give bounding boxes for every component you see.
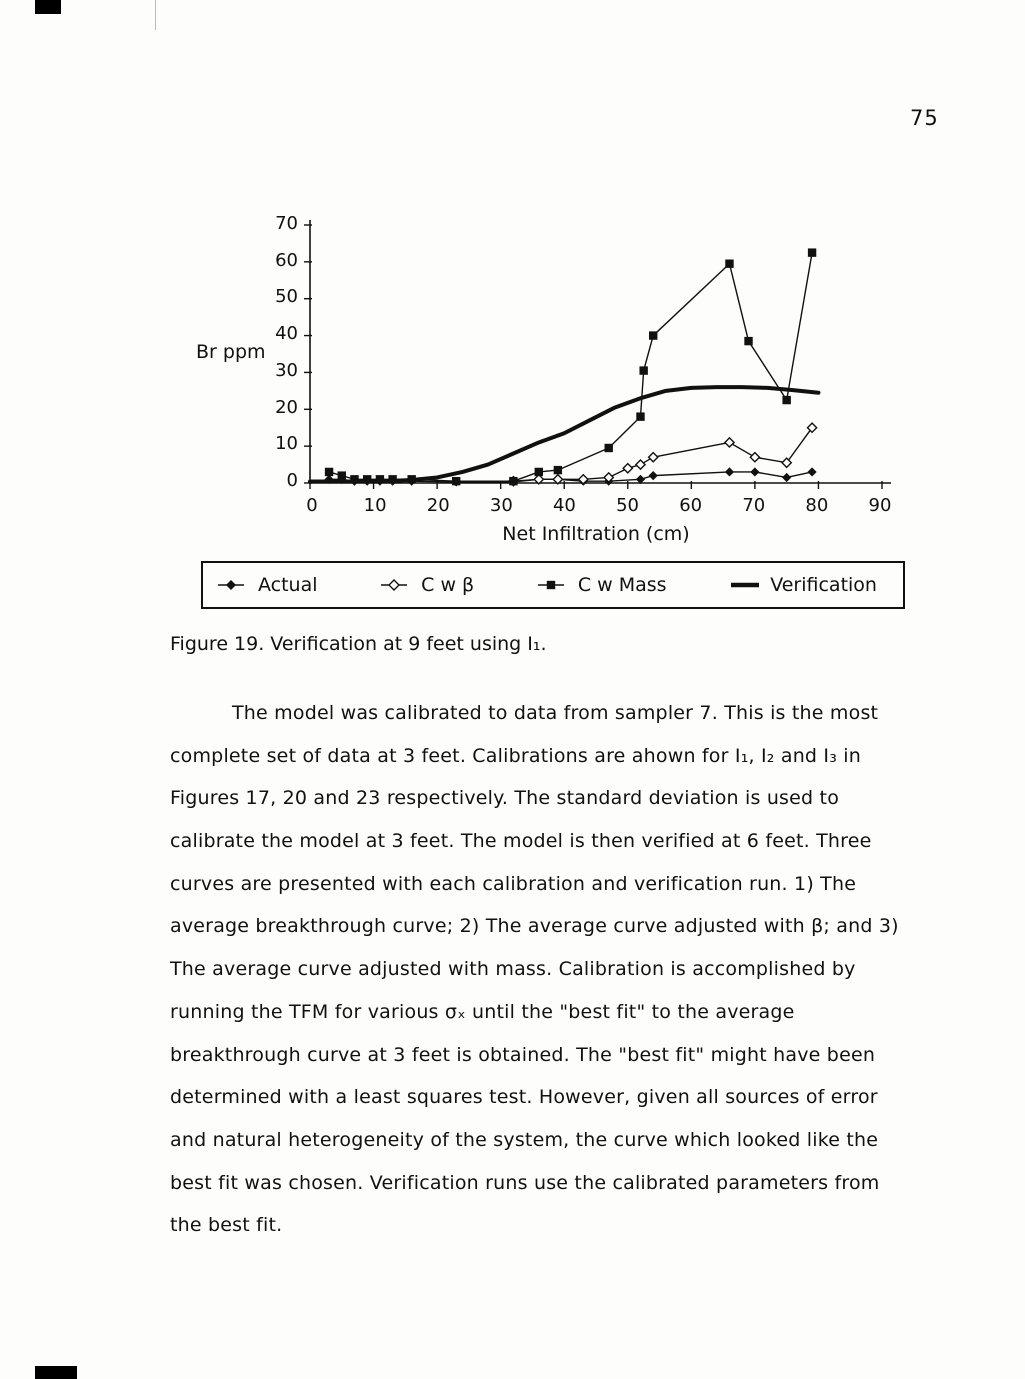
text-line: the best fit. — [170, 1214, 283, 1237]
legend-label: Actual — [258, 574, 318, 596]
text-line: determined with a least squares test. Ho… — [170, 1086, 878, 1109]
text-line: calibrate the model at 3 feet. The model… — [170, 830, 872, 853]
y-tick-label: 20 — [275, 396, 298, 418]
figure-caption: Figure 19. Verification at 9 feet using … — [170, 633, 547, 655]
y-tick-label: 30 — [275, 359, 298, 381]
legend-item-verification: Verification — [729, 574, 877, 596]
x-tick-label: 80 — [805, 495, 829, 516]
x-tick-label: 0 — [306, 495, 318, 516]
scan-artifact-bottom-left — [35, 1366, 77, 1379]
y-tick-label: 0 — [286, 469, 298, 491]
legend-label: Verification — [770, 574, 877, 596]
legend-label: C w Mass — [577, 574, 667, 596]
y-tick-label: 60 — [275, 249, 298, 271]
text-line: and natural heterogeneity of the system,… — [170, 1128, 879, 1151]
x-tick-label: 70 — [742, 495, 766, 516]
legend-item-c-w-mass: C w Mass — [537, 574, 667, 596]
plot-area — [304, 220, 891, 489]
text-line: The model was calibrated to data from sa… — [232, 702, 879, 724]
text-line: breakthrough curve at 3 feet is obtained… — [170, 1043, 876, 1066]
y-tick-label: 40 — [275, 323, 298, 345]
scan-binding-line — [155, 0, 156, 30]
text-line: running the TFM for various σₓ until the… — [170, 1000, 795, 1023]
x-axis-tick-labels: 0 10 20 30 40 50 60 70 80 90 — [295, 495, 897, 516]
x-tick-label: 20 — [426, 495, 450, 516]
x-tick-label: 10 — [363, 495, 387, 516]
thick-line-marker-icon — [731, 582, 760, 588]
x-tick-label: 30 — [489, 495, 513, 516]
body-paragraph: The model was calibrated to data from sa… — [170, 692, 899, 1247]
x-tick-label: 90 — [868, 495, 892, 516]
y-tick-label: 50 — [275, 286, 298, 308]
filled-square-marker-icon — [537, 580, 564, 590]
text-line: The average curve adjusted with mass. Ca… — [170, 958, 856, 981]
open-diamond-marker-icon — [381, 579, 408, 591]
y-tick-label: 10 — [275, 433, 298, 455]
text-line: best fit was chosen. Verification runs u… — [170, 1171, 880, 1194]
x-tick-label: 60 — [679, 495, 703, 516]
legend-label: C w β — [421, 574, 475, 596]
x-tick-label: 50 — [616, 495, 639, 516]
legend-item-actual: Actual — [217, 574, 318, 596]
filled-diamond-marker-icon — [218, 580, 244, 590]
scan-artifact-top-left — [35, 0, 61, 14]
text-line: curves are presented with each calibrati… — [170, 872, 857, 895]
legend-item-c-w-beta: C w β — [380, 574, 474, 596]
y-axis-title: Br ppm — [196, 341, 266, 363]
x-tick-label: 40 — [552, 495, 576, 516]
x-axis-title: Net Infiltration (cm) — [502, 523, 690, 545]
text-line: average breakthrough curve; 2) The avera… — [170, 915, 899, 938]
page-number: 75 — [910, 106, 939, 130]
text-line: Figures 17, 20 and 23 respectively. The … — [170, 787, 840, 810]
text-line: complete set of data at 3 feet. Calibrat… — [170, 744, 862, 767]
y-tick-label: 70 — [275, 213, 298, 234]
chart-legend: Actual C w β C w Mass Verification — [201, 561, 905, 609]
y-axis-tick-labels: 70 60 50 40 30 20 10 0 — [246, 214, 298, 491]
